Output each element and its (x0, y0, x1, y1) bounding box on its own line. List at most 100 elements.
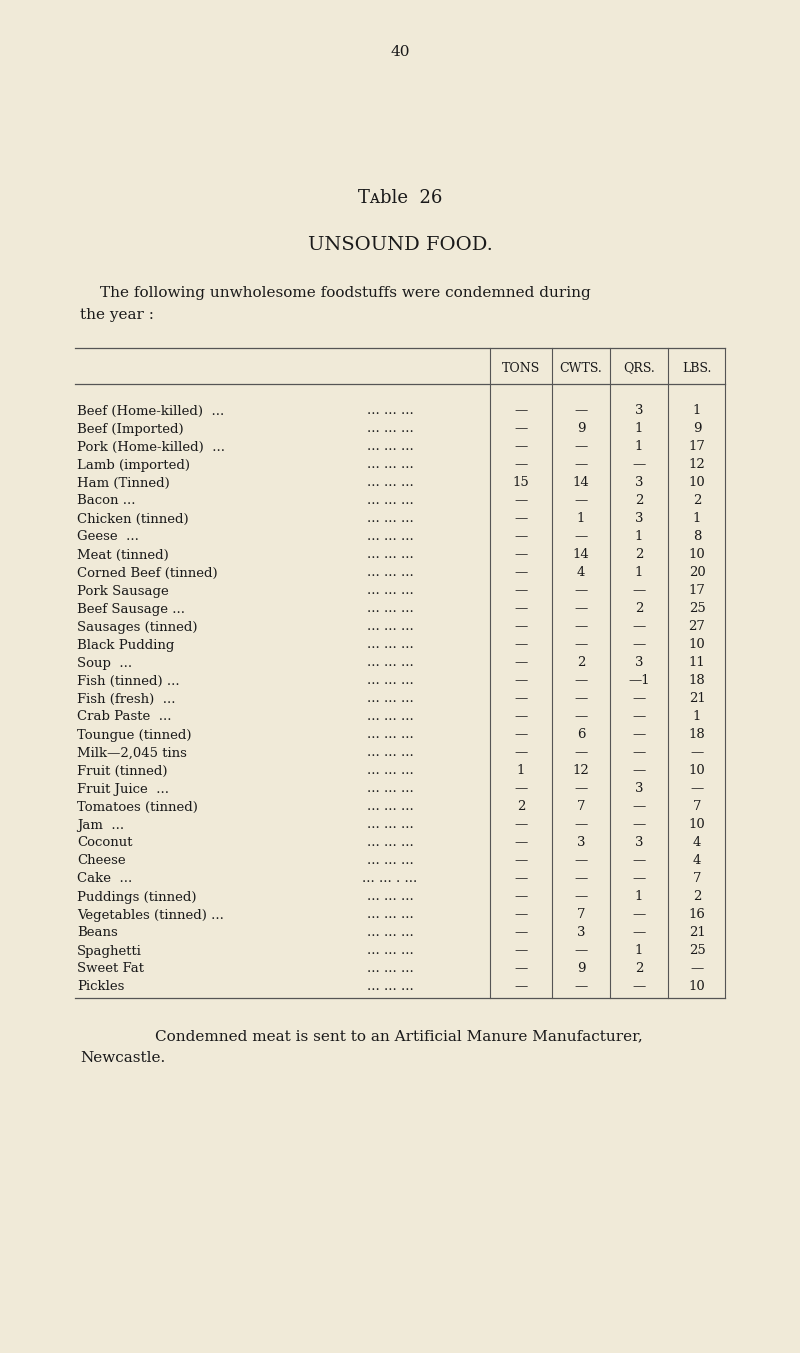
Text: ... ... ...: ... ... ... (366, 819, 414, 832)
Text: ... ... ...: ... ... ... (366, 513, 414, 525)
Text: —: — (632, 819, 646, 832)
Text: The following unwholesome foodstuffs were condemned during: The following unwholesome foodstuffs wer… (100, 285, 590, 300)
Text: 3: 3 (577, 927, 586, 939)
Text: 7: 7 (577, 801, 586, 813)
Text: ... ... ...: ... ... ... (366, 890, 414, 904)
Text: 2: 2 (635, 962, 643, 976)
Text: Tomatoes (tinned): Tomatoes (tinned) (77, 801, 198, 813)
Text: CWTS.: CWTS. (560, 361, 602, 375)
Text: 2: 2 (635, 548, 643, 561)
Text: —: — (514, 656, 528, 670)
Text: 7: 7 (693, 873, 702, 885)
Text: Beans: Beans (77, 927, 118, 939)
Text: 1: 1 (635, 567, 643, 579)
Text: Fish (fresh)  ...: Fish (fresh) ... (77, 693, 175, 705)
Text: 4: 4 (693, 836, 701, 850)
Text: 10: 10 (689, 819, 706, 832)
Text: Puddings (tinned): Puddings (tinned) (77, 890, 197, 904)
Text: —: — (632, 908, 646, 921)
Text: LBS.: LBS. (682, 361, 712, 375)
Text: —: — (514, 584, 528, 598)
Text: —: — (514, 693, 528, 705)
Text: ... ... ...: ... ... ... (366, 584, 414, 598)
Text: —: — (514, 728, 528, 741)
Text: 12: 12 (573, 764, 590, 778)
Text: Fish (tinned) ...: Fish (tinned) ... (77, 675, 180, 687)
Text: 21: 21 (689, 693, 706, 705)
Text: Sweet Fat: Sweet Fat (77, 962, 144, 976)
Text: Lamb (imported): Lamb (imported) (77, 459, 190, 471)
Text: —: — (574, 530, 588, 544)
Text: —: — (514, 548, 528, 561)
Text: —: — (574, 584, 588, 598)
Text: 4: 4 (577, 567, 585, 579)
Text: —: — (514, 494, 528, 507)
Text: ... ... ...: ... ... ... (366, 855, 414, 867)
Text: 10: 10 (689, 639, 706, 652)
Text: —: — (632, 747, 646, 759)
Text: 1: 1 (517, 764, 525, 778)
Text: 2: 2 (635, 602, 643, 616)
Text: 27: 27 (689, 621, 706, 633)
Text: ... ... ...: ... ... ... (366, 422, 414, 436)
Text: Fruit Juice  ...: Fruit Juice ... (77, 782, 169, 796)
Text: ... ... ...: ... ... ... (366, 494, 414, 507)
Text: 1: 1 (635, 530, 643, 544)
Text: 2: 2 (635, 494, 643, 507)
Text: —: — (514, 567, 528, 579)
Text: ... ... ...: ... ... ... (366, 405, 414, 418)
Text: —: — (632, 855, 646, 867)
Text: 18: 18 (689, 728, 706, 741)
Text: —: — (514, 513, 528, 525)
Text: ... ... ...: ... ... ... (366, 801, 414, 813)
Text: —: — (574, 675, 588, 687)
Text: —: — (632, 981, 646, 993)
Text: Geese  ...: Geese ... (77, 530, 139, 544)
Text: —: — (514, 819, 528, 832)
Text: —: — (514, 405, 528, 418)
Text: —: — (514, 422, 528, 436)
Text: 2: 2 (517, 801, 525, 813)
Text: —: — (514, 873, 528, 885)
Text: —: — (574, 890, 588, 904)
Text: ... ... ...: ... ... ... (366, 567, 414, 579)
Text: —: — (514, 855, 528, 867)
Text: QRS.: QRS. (623, 361, 655, 375)
Text: 7: 7 (693, 801, 702, 813)
Text: Beef Sausage ...: Beef Sausage ... (77, 602, 185, 616)
Text: 1: 1 (693, 405, 701, 418)
Text: 17: 17 (689, 584, 706, 598)
Text: —: — (632, 639, 646, 652)
Text: Pickles: Pickles (77, 981, 124, 993)
Text: Pork Sausage: Pork Sausage (77, 584, 169, 598)
Text: 3: 3 (634, 836, 643, 850)
Text: —: — (514, 927, 528, 939)
Text: —: — (514, 602, 528, 616)
Text: ... ... ...: ... ... ... (366, 962, 414, 976)
Text: 10: 10 (689, 476, 706, 490)
Text: ... ... ...: ... ... ... (366, 441, 414, 453)
Text: the year :: the year : (80, 308, 154, 322)
Text: Toungue (tinned): Toungue (tinned) (77, 728, 191, 741)
Text: ... ... ...: ... ... ... (366, 675, 414, 687)
Text: —: — (690, 747, 704, 759)
Text: ... ... ...: ... ... ... (366, 764, 414, 778)
Text: 15: 15 (513, 476, 530, 490)
Text: —: — (574, 459, 588, 471)
Text: 3: 3 (634, 476, 643, 490)
Text: 1: 1 (635, 890, 643, 904)
Text: 8: 8 (693, 530, 701, 544)
Text: Black Pudding: Black Pudding (77, 639, 174, 652)
Text: —: — (632, 927, 646, 939)
Text: Coconut: Coconut (77, 836, 133, 850)
Text: Milk—2,045 tins: Milk—2,045 tins (77, 747, 187, 759)
Text: ... ... ...: ... ... ... (366, 782, 414, 796)
Text: —: — (514, 944, 528, 958)
Text: 17: 17 (689, 441, 706, 453)
Text: ... ... ...: ... ... ... (366, 908, 414, 921)
Text: 18: 18 (689, 675, 706, 687)
Text: 7: 7 (577, 908, 586, 921)
Text: 9: 9 (577, 962, 586, 976)
Text: Cake  ...: Cake ... (77, 873, 132, 885)
Text: —: — (574, 405, 588, 418)
